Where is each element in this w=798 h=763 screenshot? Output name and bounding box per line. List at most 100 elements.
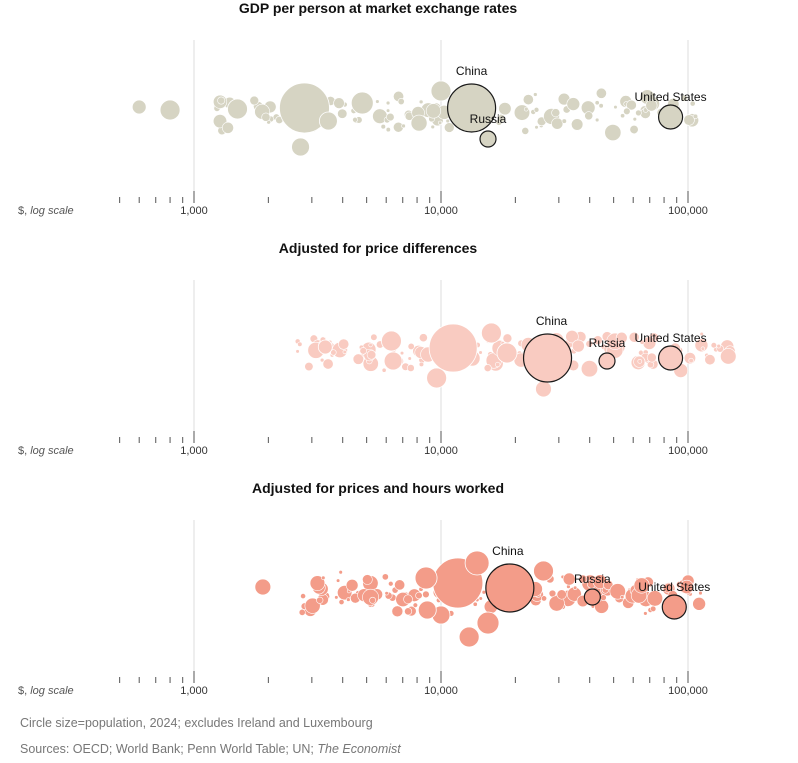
country-bubble	[633, 577, 650, 594]
country-bubble	[551, 108, 561, 118]
country-bubble	[333, 97, 345, 109]
country-bubble	[381, 367, 387, 373]
panel-title: GDP per person at market exchange rates	[239, 0, 518, 16]
country-bubble	[445, 118, 450, 124]
country-bubble	[710, 342, 717, 349]
country-bubble	[309, 575, 326, 591]
label-united-states: United States	[635, 90, 707, 104]
country-bubble	[566, 97, 581, 111]
country-bubble	[404, 607, 413, 616]
country-bubble	[458, 626, 480, 648]
scale-label: $, log scale	[18, 205, 74, 217]
country-bubble	[297, 341, 303, 347]
country-bubble	[584, 111, 594, 121]
country-bubble	[159, 99, 181, 121]
country-bubble	[699, 331, 704, 337]
country-bubble	[380, 123, 386, 130]
sources-italic: The Economist	[317, 742, 401, 756]
country-bubble	[599, 594, 607, 601]
country-bubble	[399, 350, 405, 356]
country-bubble	[481, 322, 502, 344]
country-bubble	[679, 579, 694, 594]
label-china: China	[456, 64, 488, 78]
country-bubble	[620, 113, 626, 119]
country-bubble	[359, 347, 367, 355]
country-bubble	[334, 595, 339, 600]
country-bubble	[406, 364, 415, 372]
country-bubble	[321, 575, 326, 580]
label-russia: Russia	[574, 572, 611, 586]
country-bubble	[698, 590, 703, 596]
country-bubble	[533, 107, 540, 113]
country-bubble	[221, 121, 234, 134]
country-bubble	[533, 560, 554, 582]
country-bubble	[375, 99, 380, 104]
label-russia: Russia	[589, 336, 626, 350]
country-bubble	[381, 330, 402, 352]
country-bubble	[394, 579, 406, 591]
country-bubble	[704, 354, 716, 366]
chart-svg: GDP per person at market exchange rates $…	[18, 0, 737, 697]
country-bubble	[407, 356, 412, 361]
country-bubble	[425, 103, 442, 119]
country-bubble	[368, 343, 373, 348]
country-bubble	[692, 597, 706, 611]
country-bubble	[318, 111, 338, 131]
country-bubble	[629, 124, 639, 135]
country-bubble	[533, 92, 538, 97]
country-bubble	[346, 597, 351, 602]
country-bubble	[366, 350, 377, 360]
highlight-china	[446, 83, 497, 133]
country-bubble	[279, 82, 330, 134]
country-bubble	[604, 124, 622, 142]
country-bubble	[304, 597, 321, 614]
country-bubble	[418, 99, 424, 105]
tick-label-10,000: 10,000	[424, 205, 458, 217]
country-bubble	[412, 602, 419, 608]
country-bubble	[540, 595, 548, 602]
country-bubble	[521, 127, 530, 135]
country-bubble	[595, 87, 607, 99]
tick-label-1,000: 1,000	[180, 445, 208, 457]
country-bubble	[317, 339, 333, 355]
country-bubble	[385, 100, 391, 106]
country-bubble	[403, 594, 413, 605]
label-russia: Russia	[470, 112, 507, 126]
tick-label-100,000: 100,000	[668, 205, 708, 217]
country-bubble	[227, 98, 248, 120]
country-bubble	[472, 601, 478, 607]
country-bubble	[700, 346, 705, 351]
country-bubble	[417, 600, 437, 620]
country-bubble	[523, 106, 529, 112]
country-bubble	[316, 596, 324, 604]
country-bubble	[534, 125, 539, 130]
tick-label-100,000: 100,000	[668, 445, 708, 457]
country-bubble	[415, 591, 423, 600]
country-bubble	[593, 335, 603, 346]
country-bubble	[637, 358, 643, 364]
country-bubble	[444, 122, 455, 133]
country-bubble	[496, 342, 518, 364]
panel-3: Adjusted for prices and hours worked $, l…	[18, 480, 710, 697]
country-bubble	[383, 351, 403, 371]
country-bubble	[598, 103, 604, 109]
panel-title: Adjusted for prices and hours worked	[252, 480, 504, 496]
country-bubble	[407, 342, 415, 350]
country-bubble	[495, 361, 501, 368]
country-bubble	[478, 596, 483, 601]
panel-title: Adjusted for price differences	[279, 240, 478, 256]
country-bubble	[639, 339, 645, 345]
country-bubble	[254, 578, 272, 596]
country-bubble	[388, 580, 394, 587]
country-bubble	[385, 108, 391, 113]
country-bubble	[330, 349, 337, 356]
country-bubble	[428, 323, 478, 373]
country-bubble	[426, 367, 448, 389]
country-bubble	[291, 137, 310, 157]
country-bubble	[594, 100, 600, 106]
country-bubble	[410, 114, 428, 132]
country-bubble	[350, 91, 374, 115]
country-bubble	[249, 95, 260, 106]
country-bubble	[298, 608, 306, 616]
country-bubble	[502, 333, 513, 344]
